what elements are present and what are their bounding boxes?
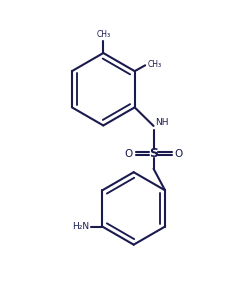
Text: O: O <box>124 148 132 158</box>
Text: NH: NH <box>155 118 168 127</box>
Text: CH₃: CH₃ <box>148 59 162 69</box>
Text: S: S <box>149 147 158 160</box>
Text: H₂N: H₂N <box>72 222 90 231</box>
Text: CH₃: CH₃ <box>96 30 110 39</box>
Text: O: O <box>175 148 183 158</box>
